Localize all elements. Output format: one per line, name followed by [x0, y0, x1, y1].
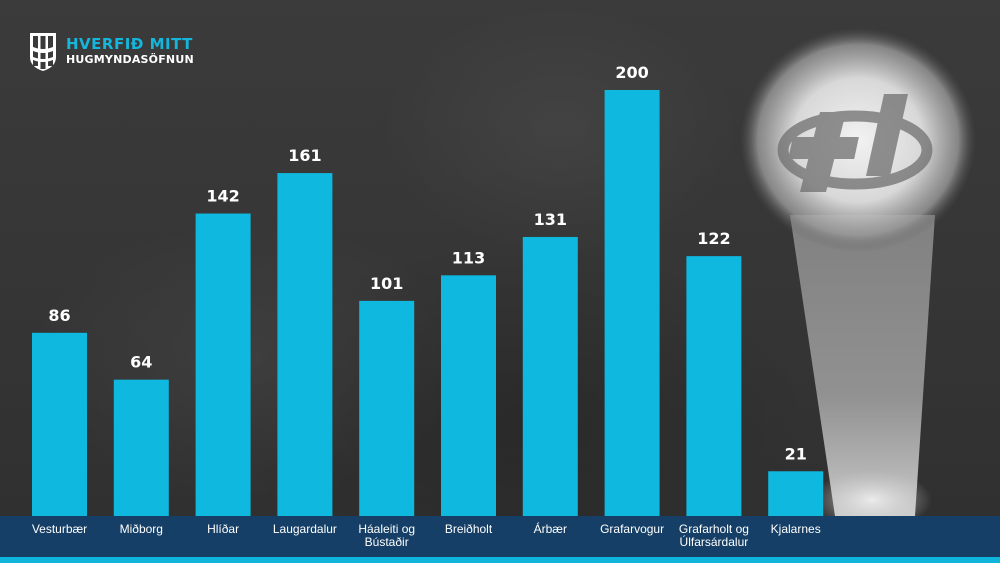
logo-title: HVERFIÐ MITT	[66, 34, 193, 53]
category-label: Árbær	[534, 521, 567, 536]
category-label: Laugardalur	[273, 522, 337, 536]
logo: HVERFIÐ MITT HUGMYNDASÖFNUN	[28, 30, 194, 72]
bar	[195, 213, 251, 517]
value-label: 64	[130, 353, 152, 372]
hverfid-mitt-h-emblem-icon	[777, 94, 933, 192]
category-label: Háaleiti og Bústaðir	[358, 522, 415, 549]
bar	[686, 256, 742, 516]
category-label: Miðborg	[120, 522, 163, 536]
category-band	[0, 516, 1000, 557]
reykjavik-crest-icon	[30, 33, 56, 71]
value-label: 21	[785, 444, 807, 463]
value-label: 122	[697, 229, 730, 248]
value-label: 86	[48, 306, 70, 325]
bar	[604, 90, 660, 516]
category-label: Grafarholt og Úlfarsárdalur	[679, 522, 749, 549]
category-label: Grafarvogur	[600, 522, 664, 536]
bar	[768, 471, 824, 516]
bottom-accent-strip	[0, 557, 1000, 563]
bar	[359, 300, 415, 516]
category-label: Breiðholt	[445, 522, 493, 536]
category-label: Kjalarnes	[771, 522, 821, 536]
bar	[113, 379, 169, 516]
category-label: Vesturbær	[32, 522, 87, 536]
category-label: Hlíðar	[207, 522, 239, 536]
value-label: 101	[370, 274, 403, 293]
bar	[277, 173, 333, 516]
logo-subtitle: HUGMYNDASÖFNUN	[66, 52, 194, 66]
value-label: 200	[615, 63, 648, 82]
value-label: 113	[452, 248, 485, 267]
bar	[32, 332, 87, 516]
value-label: 142	[206, 187, 239, 206]
value-label: 161	[288, 146, 321, 165]
bar	[441, 275, 496, 516]
value-label: 131	[534, 210, 567, 229]
bar	[522, 236, 578, 516]
